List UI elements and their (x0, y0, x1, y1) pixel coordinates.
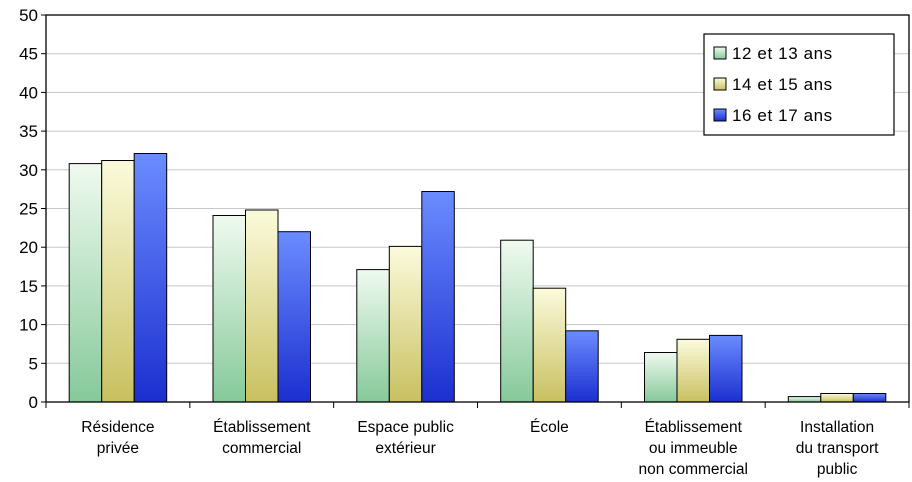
bar-0-0 (68, 163, 103, 403)
legend-swatch (713, 46, 727, 60)
y-tick-label: 45 (19, 45, 38, 64)
x-tick-label: Espace public extérieur (357, 419, 454, 457)
bar-4-1 (676, 338, 710, 403)
legend-label: 12 et 13 ans (732, 44, 833, 63)
y-tick-label: 15 (19, 277, 38, 296)
bar-0-2 (133, 153, 168, 403)
bar-1-0 (212, 215, 246, 403)
legend-box (703, 33, 895, 136)
bar-4-0 (644, 352, 678, 403)
y-tick-label: 10 (19, 316, 38, 335)
x-tick-label: Résidence privée (81, 419, 154, 457)
y-tick-label: 25 (19, 200, 38, 219)
y-axis-ticks: 0 5 10 15 20 25 30 35 40 45 50 (19, 6, 46, 412)
bar-2-0 (356, 269, 390, 403)
legend: 12 et 13 ans 14 et 15 ans 16 et 17 ans (703, 33, 895, 136)
bar-1-2 (277, 231, 311, 403)
bar-2-1 (388, 245, 423, 403)
legend-label: 14 et 15 ans (732, 75, 833, 94)
bar-2-2 (421, 191, 455, 403)
x-tick-label: Établissement ou immeuble non commercial (639, 419, 748, 478)
bar-3-2 (565, 330, 599, 403)
bars (68, 153, 887, 403)
y-tick-label: 40 (19, 83, 38, 102)
x-axis-labels: Résidence privée Établissement commercial Es… (81, 419, 879, 478)
y-tick-label: 50 (19, 6, 38, 25)
y-tick-label: 0 (29, 393, 38, 412)
legend-swatch (713, 77, 727, 91)
bar-4-2 (709, 334, 743, 403)
bar-3-0 (500, 239, 534, 403)
legend-swatch (713, 108, 727, 122)
x-tick-label: Installation du transport public (796, 419, 879, 478)
bar-5-0 (787, 396, 822, 403)
bar-1-1 (245, 209, 279, 403)
y-tick-label: 5 (29, 354, 38, 373)
legend-label: 16 et 17 ans (732, 106, 833, 125)
y-tick-label: 30 (19, 161, 38, 180)
y-tick-label: 20 (19, 238, 38, 257)
bar-5-2 (852, 393, 887, 403)
x-tick-label: Établissement commercial (213, 419, 311, 457)
bar-5-1 (820, 393, 854, 403)
y-tick-label: 35 (19, 122, 38, 141)
x-tick-label: École (530, 419, 569, 436)
bar-0-1 (101, 160, 135, 403)
bar-3-1 (532, 287, 567, 403)
